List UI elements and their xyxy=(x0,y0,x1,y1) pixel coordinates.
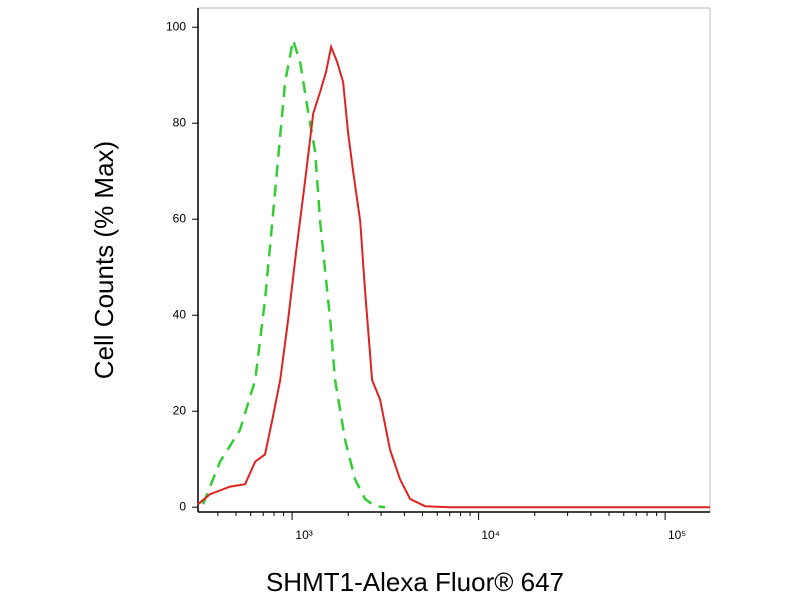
y-tick-label: 40 xyxy=(173,307,187,321)
y-tick-label: 20 xyxy=(173,403,187,417)
x-tick-label: 10⁴ xyxy=(481,528,500,542)
y-tick-label: 100 xyxy=(166,19,186,33)
series-line xyxy=(197,43,710,509)
y-tick-label: 0 xyxy=(179,499,186,513)
y-tick-label: 60 xyxy=(173,211,187,225)
x-tick-label: 10⁵ xyxy=(668,528,686,542)
x-axis-label: SHMT1-Alexa Fluor® 647 xyxy=(266,567,564,597)
x-tick-label: 10³ xyxy=(295,528,312,542)
y-axis-label: Cell Counts (% Max) xyxy=(89,141,119,379)
y-tick-label: 80 xyxy=(173,115,187,129)
